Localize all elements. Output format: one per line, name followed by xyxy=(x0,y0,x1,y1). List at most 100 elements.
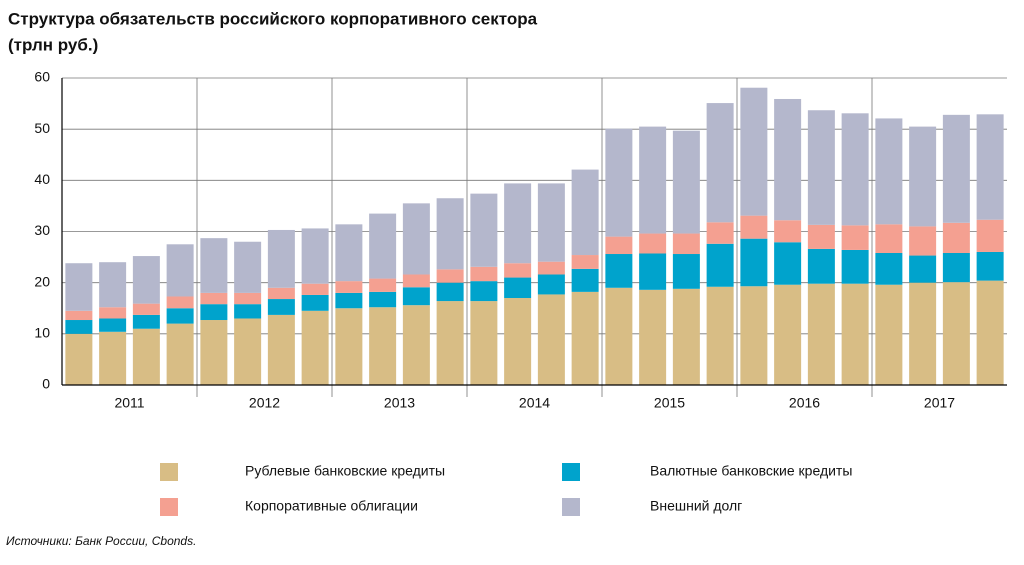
bar-segment xyxy=(841,283,869,385)
bar-segment xyxy=(234,318,262,385)
bar-segment xyxy=(740,215,768,239)
bar-segment xyxy=(504,298,532,385)
bar-segment xyxy=(166,323,194,385)
bar-segment xyxy=(639,253,667,290)
bar-segment xyxy=(335,292,363,309)
bar-segment xyxy=(807,248,835,284)
bar-segment xyxy=(301,228,329,284)
chart-title: Структура обязательств российского корпо… xyxy=(8,9,538,28)
bar-segment xyxy=(976,219,1004,252)
bar-segment xyxy=(470,266,498,282)
bar-segment xyxy=(942,114,970,223)
bar-segment xyxy=(301,283,329,295)
bar-segment xyxy=(99,318,127,332)
bar-segment xyxy=(335,281,363,293)
bar-segment xyxy=(470,281,498,302)
group-label: 2011 xyxy=(114,395,144,411)
bar-segment xyxy=(166,308,194,324)
bar-segment xyxy=(774,220,802,243)
bar-segment xyxy=(267,229,295,288)
group-label: 2015 xyxy=(654,395,685,411)
bar-segment xyxy=(942,222,970,253)
bar-segment xyxy=(267,314,295,385)
bar-segment xyxy=(200,238,228,293)
bar-segment xyxy=(571,291,599,385)
bar-segment xyxy=(200,292,228,305)
bar-segment xyxy=(639,233,667,254)
bar-segment xyxy=(537,183,565,262)
bar-segment xyxy=(875,252,903,285)
bar-segment xyxy=(132,303,160,315)
bar-segment xyxy=(639,126,667,234)
bar-segment xyxy=(99,331,127,385)
bar-segment xyxy=(672,288,700,385)
bar-segment xyxy=(807,283,835,385)
bar-segment xyxy=(504,183,532,264)
group-label: 2014 xyxy=(519,395,550,411)
group-label: 2012 xyxy=(249,395,280,411)
bar-segment xyxy=(200,304,228,321)
bar-segment xyxy=(166,296,194,309)
bar-segment xyxy=(402,287,430,306)
y-tick-label: 0 xyxy=(42,376,50,392)
bar-segment xyxy=(841,113,869,226)
bar-segment xyxy=(942,252,970,283)
bar-segment xyxy=(436,269,464,283)
y-tick-label: 50 xyxy=(34,120,50,136)
bar-segment xyxy=(301,294,329,311)
bar-segment xyxy=(99,262,127,308)
bar-segment xyxy=(774,284,802,385)
bar-segment xyxy=(369,278,397,292)
bar-segment xyxy=(234,304,262,319)
legend-label: Рублевые банковские кредиты xyxy=(245,463,445,479)
y-tick-label: 10 xyxy=(34,325,50,341)
bar-segment xyxy=(504,263,532,278)
legend-swatch xyxy=(160,498,178,516)
bar-segment xyxy=(470,193,498,267)
bar-segment xyxy=(65,263,93,311)
bar-segment xyxy=(807,110,835,225)
bar-segment xyxy=(369,213,397,279)
group-label: 2013 xyxy=(384,395,415,411)
bar-segment xyxy=(909,226,937,256)
bar-segment xyxy=(774,242,802,285)
bar-segment xyxy=(402,305,430,385)
bar-segment xyxy=(740,286,768,385)
bar-segment xyxy=(335,308,363,385)
bar-segment xyxy=(740,238,768,287)
bar-segment xyxy=(706,222,734,244)
bar-segment xyxy=(65,333,93,385)
bar-segment xyxy=(402,203,430,275)
bar-segment xyxy=(369,291,397,308)
bar-segment xyxy=(402,274,430,288)
bar-segment xyxy=(875,224,903,253)
bar-segment xyxy=(234,241,262,293)
legend-swatch xyxy=(160,463,178,481)
bar-segment xyxy=(166,244,194,297)
bar-segment xyxy=(909,126,937,227)
bar-segment xyxy=(706,243,734,287)
bar-segment xyxy=(706,103,734,223)
bar-segment xyxy=(841,249,869,284)
bar-segment xyxy=(571,169,599,256)
bar-segment xyxy=(436,301,464,385)
bar-segment xyxy=(605,254,633,288)
bar-segment xyxy=(267,287,295,300)
bar-segment xyxy=(605,287,633,385)
bar-segment xyxy=(571,255,599,269)
group-label: 2016 xyxy=(789,395,820,411)
bar-segment xyxy=(672,233,700,255)
legend-label: Внешний долг xyxy=(650,498,742,514)
y-tick-label: 20 xyxy=(34,273,50,289)
bar-segment xyxy=(65,320,93,334)
bar-segment xyxy=(200,320,228,385)
bar-segment xyxy=(875,118,903,225)
bar-segment xyxy=(774,98,802,221)
bar-segment xyxy=(740,87,768,216)
legend-label: Корпоративные облигации xyxy=(245,498,418,514)
bar-segment xyxy=(976,280,1004,385)
bar-segment xyxy=(504,277,532,299)
legend-swatch xyxy=(562,463,580,481)
bar-segment xyxy=(706,286,734,385)
